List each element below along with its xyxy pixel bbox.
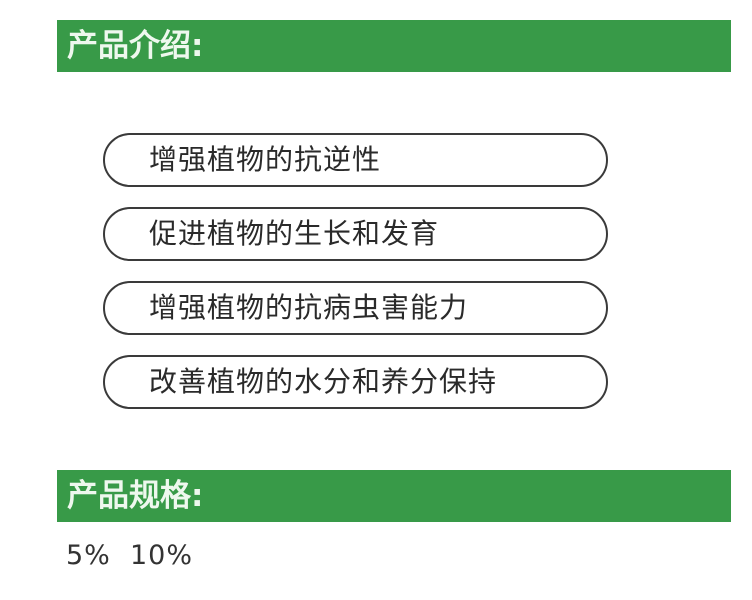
feature-item: 改善植物的水分和养分保持 [103, 355, 608, 409]
spec-header: 产品规格: [57, 470, 731, 522]
feature-item: 增强植物的抗病虫害能力 [103, 281, 608, 335]
feature-item: 促进植物的生长和发育 [103, 207, 608, 261]
feature-item: 增强植物的抗逆性 [103, 133, 608, 187]
intro-header: 产品介绍: [57, 20, 731, 72]
spec-values: 5% 10% [66, 540, 194, 571]
